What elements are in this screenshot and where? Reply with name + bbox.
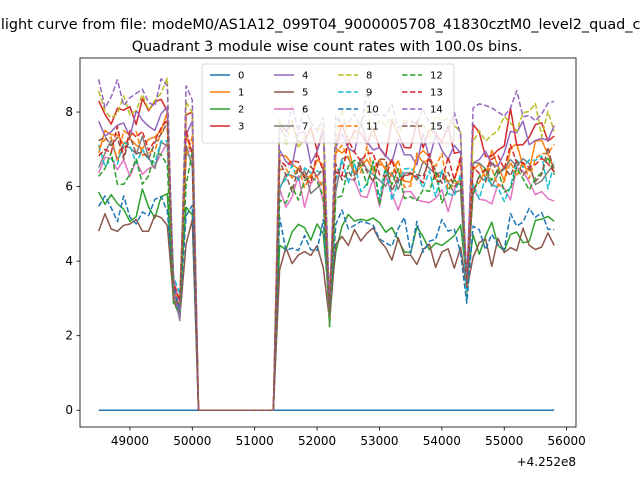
- y-tick-label: 0: [65, 403, 73, 417]
- y-axis: 0 2 4 6 8: [65, 105, 80, 417]
- x-tick-label: 55000: [485, 434, 523, 448]
- series-line-11: [98, 127, 555, 411]
- x-tick-label: 54000: [423, 434, 461, 448]
- series-line-9: [97, 140, 555, 411]
- series-line-13: [98, 119, 555, 411]
- series-line-12: [98, 151, 555, 411]
- legend-label-0: 0: [238, 71, 244, 82]
- chart-title: Quadrant 3 module wise count rates with …: [132, 39, 523, 55]
- x-axis: 49000 50000 51000 52000 53000 54000 55000 56000: [111, 427, 586, 448]
- x-tick-label: 51000: [236, 434, 274, 448]
- series-line-15: [98, 121, 555, 411]
- y-tick-label: 6: [65, 180, 73, 194]
- series-line-6: [98, 142, 555, 411]
- x-tick-label: 53000: [360, 434, 398, 448]
- legend-label-4: 4: [302, 71, 308, 82]
- legend-label-5: 5: [302, 88, 308, 99]
- legend-box: [201, 63, 455, 144]
- x-axis-offset-label: +4.252e8: [517, 455, 576, 469]
- figure-suptitle: Plotting light curve from file: modeM0/A…: [0, 17, 640, 33]
- legend-label-9: 9: [366, 88, 372, 99]
- x-tick-label: 56000: [548, 434, 586, 448]
- y-tick-label: 8: [65, 105, 73, 119]
- legend-label-10: 10: [366, 105, 379, 116]
- x-tick-label: 50000: [173, 434, 211, 448]
- y-tick-label: 4: [65, 254, 73, 268]
- legend-label-7: 7: [302, 122, 308, 133]
- series-line-7: [98, 135, 555, 411]
- legend-label-8: 8: [366, 71, 372, 82]
- legend-label-3: 3: [238, 122, 244, 133]
- x-tick-label: 52000: [298, 434, 336, 448]
- series-line-2: [98, 188, 555, 411]
- legend-label-6: 6: [302, 105, 308, 116]
- legend-label-13: 13: [430, 88, 443, 99]
- legend-label-1: 1: [238, 88, 244, 99]
- legend-label-15: 15: [430, 122, 443, 133]
- plot-frame: [79, 57, 577, 428]
- legend-label-12: 12: [430, 71, 443, 82]
- series-line-10: [98, 195, 555, 411]
- legend-label-11: 11: [366, 122, 379, 133]
- x-tick-label: 49000: [111, 434, 149, 448]
- y-tick-label: 2: [65, 329, 73, 343]
- legend-label-14: 14: [430, 105, 443, 116]
- series-line-5: [97, 213, 555, 411]
- legend-label-2: 2: [238, 105, 244, 116]
